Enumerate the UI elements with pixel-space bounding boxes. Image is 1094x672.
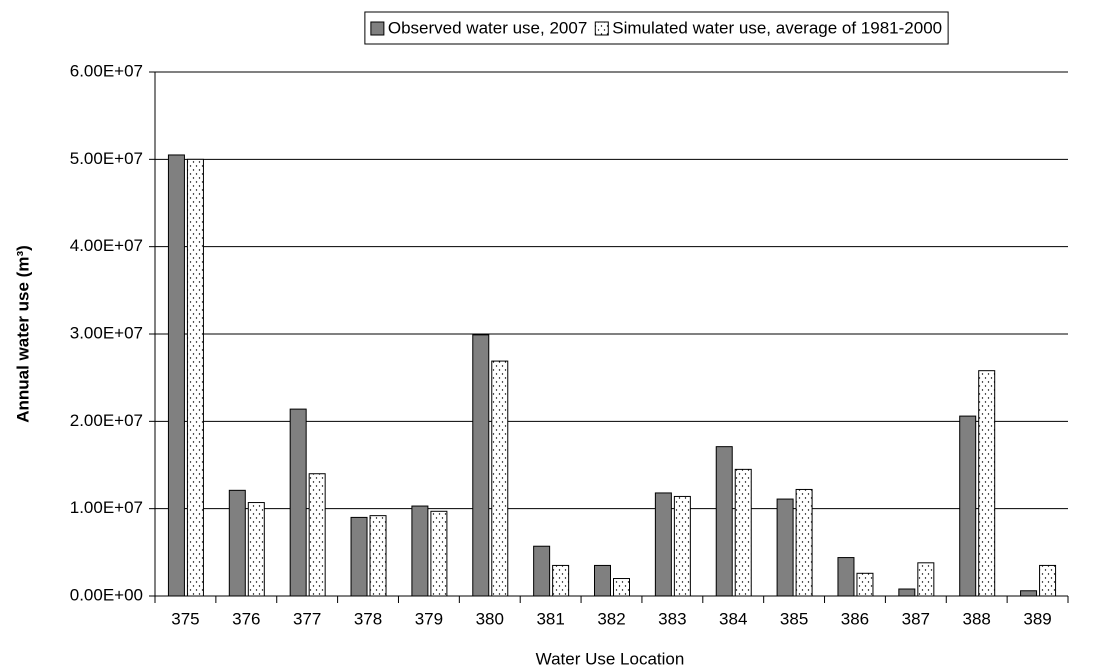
bar — [715, 446, 733, 597]
legend-swatch — [594, 21, 609, 36]
y-tick-label: 2.00E+07 — [70, 411, 143, 430]
x-tick-label: 388 — [963, 609, 991, 628]
bar — [350, 516, 368, 597]
bar — [734, 468, 752, 597]
bar — [917, 562, 935, 597]
bar — [776, 498, 794, 597]
x-tick-label: 383 — [658, 609, 686, 628]
bar — [228, 489, 246, 597]
y-tick-label: 6.00E+07 — [70, 61, 143, 80]
legend-label: Simulated water use, average of 1981-200… — [612, 18, 942, 37]
x-tick-label: 379 — [415, 609, 443, 628]
bar — [795, 488, 813, 597]
bar — [491, 360, 509, 597]
x-tick-label: 386 — [841, 609, 869, 628]
y-tick-label: 1.00E+07 — [70, 498, 143, 517]
x-tick-label: 376 — [232, 609, 260, 628]
x-tick-label: 389 — [1023, 609, 1051, 628]
bar — [430, 510, 448, 597]
bar — [167, 154, 185, 597]
bar — [837, 557, 855, 597]
x-tick-label: 377 — [293, 609, 321, 628]
bar — [186, 158, 204, 597]
x-tick-label: 375 — [171, 609, 199, 628]
y-tick-label: 3.00E+07 — [70, 323, 143, 342]
bar — [594, 564, 611, 597]
bar — [247, 502, 265, 597]
bar — [856, 572, 874, 597]
legend-swatch — [370, 21, 385, 36]
x-tick-label: 387 — [902, 609, 930, 628]
x-tick-label: 382 — [597, 609, 625, 628]
x-tick-label: 384 — [719, 609, 747, 628]
x-axis-title: Water Use Location — [536, 649, 685, 668]
bar — [533, 545, 551, 597]
bar — [369, 515, 387, 597]
x-tick-label: 381 — [536, 609, 564, 628]
legend-box — [364, 11, 949, 45]
bar — [654, 492, 672, 597]
x-tick-label: 380 — [476, 609, 504, 628]
bar — [978, 370, 996, 597]
x-tick-label: 378 — [354, 609, 382, 628]
bar — [308, 473, 326, 597]
bar — [898, 588, 916, 597]
bar — [289, 408, 307, 597]
bar — [959, 415, 977, 597]
y-axis-title: Annual water use (m³) — [13, 245, 32, 423]
legend-label: Observed water use, 2007 — [388, 18, 587, 37]
bar — [1020, 590, 1038, 597]
bar — [472, 334, 490, 597]
y-tick-label: 5.00E+07 — [70, 149, 143, 168]
bar — [1039, 564, 1057, 597]
bar — [613, 578, 630, 597]
y-tick-label: 0.00E+00 — [70, 585, 143, 604]
x-tick-label: 385 — [780, 609, 808, 628]
y-tick-label: 4.00E+07 — [70, 236, 143, 255]
bar — [411, 505, 429, 597]
bar — [552, 564, 570, 597]
bar — [673, 495, 691, 597]
